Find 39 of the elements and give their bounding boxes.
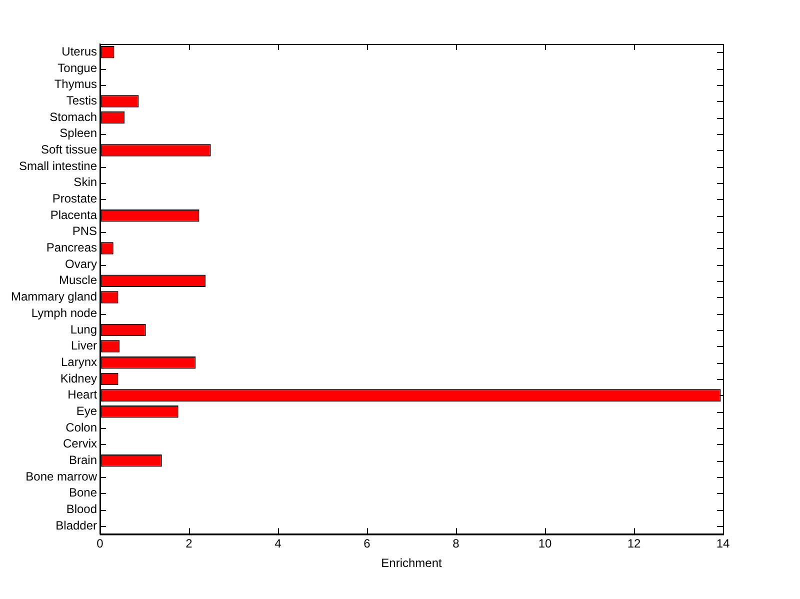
y-tick-label: Bone marrow (26, 469, 98, 484)
y-tick-label: Small intestine (18, 158, 98, 173)
y-tick-label: Pancreas (46, 240, 98, 255)
y-tick-label: Soft tissue (40, 142, 98, 157)
y-tick-label: Cervix (63, 436, 98, 451)
y-tick-label: Kidney (60, 371, 98, 386)
y-tick-label: Spleen (60, 126, 98, 140)
x-tick-label: 0 (96, 536, 104, 551)
y-tick-label: Muscle (59, 273, 98, 288)
y-tick-label: Thymus (54, 77, 98, 92)
y-tick-label: PNS (72, 224, 98, 238)
x-tick-label: 4 (274, 536, 282, 551)
y-tick-label: Bone (68, 486, 98, 500)
y-tick-label: Brain (69, 452, 98, 467)
y-tick-label: Tongue (58, 60, 98, 75)
y-tick-label: Colon (66, 420, 98, 434)
x-tick-label: 2 (186, 536, 193, 551)
y-tick-label: Skin (74, 175, 98, 190)
x-axis-title: Enrichment (381, 556, 443, 570)
x-tick-label: 10 (538, 536, 552, 551)
x-tick-label: 12 (627, 536, 641, 551)
y-tick-label: Blood (66, 502, 98, 516)
y-tick-label: Liver (71, 338, 98, 353)
y-tick-label: Placenta (50, 208, 98, 222)
y-tick-label: Ovary (65, 256, 98, 271)
y-tick-label: Stomach (50, 110, 98, 124)
y-tick-label: Larynx (60, 354, 98, 369)
x-tick-label: 8 (452, 536, 460, 551)
y-tick-label: Heart (68, 388, 98, 402)
y-tick-label: Lymph node (31, 306, 98, 320)
y-tick-label: Lung (70, 322, 98, 336)
y-tick-label: Eye (76, 404, 98, 418)
y-tick-label: Bladder (56, 518, 98, 532)
x-tick-label: 6 (364, 536, 371, 551)
x-tick-label: 14 (716, 536, 730, 551)
y-tick-label: Mammary gland (10, 290, 98, 304)
y-tick-label: Prostate (52, 192, 98, 206)
y-tick-label: Testis (66, 94, 98, 108)
y-tick-label: Uterus (62, 44, 98, 58)
